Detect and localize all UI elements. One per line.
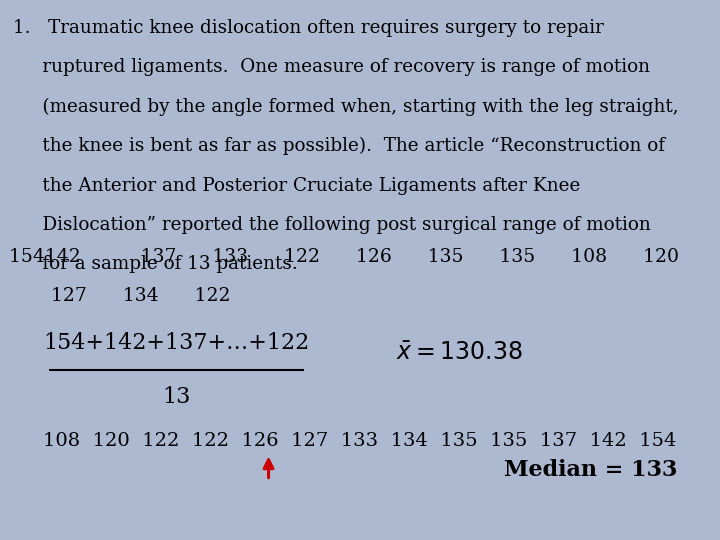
Text: the Anterior and Posterior Cruciate Ligaments after Knee: the Anterior and Posterior Cruciate Liga…	[13, 177, 580, 194]
Text: $\bar{x}=130.38$: $\bar{x}=130.38$	[396, 342, 523, 365]
Text: Median = 133: Median = 133	[504, 459, 677, 481]
Text: 13: 13	[162, 386, 191, 408]
Text: (measured by the angle formed when, starting with the leg straight,: (measured by the angle formed when, star…	[13, 98, 678, 116]
Text: 154+142+137+…+122: 154+142+137+…+122	[43, 332, 310, 354]
Text: ruptured ligaments.  One measure of recovery is range of motion: ruptured ligaments. One measure of recov…	[13, 58, 650, 76]
Text: 1.   Traumatic knee dislocation often requires surgery to repair: 1. Traumatic knee dislocation often requ…	[13, 19, 604, 37]
Text: for a sample of 13 patients.: for a sample of 13 patients.	[13, 255, 297, 273]
Text: 127      134      122: 127 134 122	[9, 287, 230, 305]
Text: the knee is bent as far as possible).  The article “Reconstruction of: the knee is bent as far as possible). Th…	[13, 137, 665, 156]
Text: 154142          137      133      122      126      135      135      108      1: 154142 137 133 122 126 135 135 108 1	[9, 248, 679, 266]
Text: Dislocation” reported the following post surgical range of motion: Dislocation” reported the following post…	[13, 216, 651, 234]
Text: 108  120  122  122  126  127  133  134  135  135  137  142  154: 108 120 122 122 126 127 133 134 135 135 …	[43, 432, 677, 450]
